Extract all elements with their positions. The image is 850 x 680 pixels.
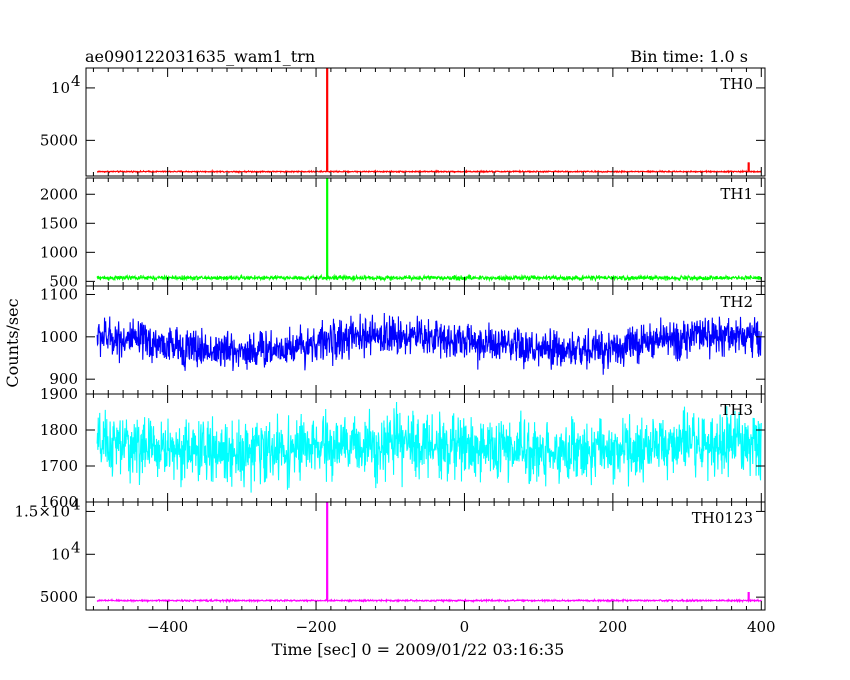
y-tick-exponent: 4 xyxy=(71,538,81,556)
x-tick-label: −400 xyxy=(147,618,188,636)
panel-th1: 500 1000 1500 2000 TH1 xyxy=(40,177,766,290)
y-tick-label: 900 xyxy=(49,370,78,388)
panel-th3: 1600 1700 1800 1900 TH3 xyxy=(40,385,766,511)
series-line-th1 xyxy=(96,177,762,283)
y-tick-label: 500 xyxy=(49,272,78,290)
series-line-th0 xyxy=(96,67,762,175)
panel-frame xyxy=(85,67,766,177)
panel-label-th0123: TH0123 xyxy=(692,509,753,527)
panel-th2: 900 1000 1100 TH2 xyxy=(40,285,766,395)
y-axis-label: Counts/sec xyxy=(3,298,22,387)
x-tick-label: −200 xyxy=(295,618,336,636)
series-line-th0123 xyxy=(96,501,762,604)
panel-frame xyxy=(85,501,766,611)
bin-time-label: Bin time: 1.0 s xyxy=(630,47,748,66)
series-line-th2 xyxy=(96,313,762,375)
y-tick-label: 1800 xyxy=(40,421,78,439)
y-tick-exponent: 4 xyxy=(71,495,81,513)
panel-label-th0: TH0 xyxy=(720,75,753,93)
y-tick-label: 1700 xyxy=(40,457,78,475)
panel-th0: 5000 10 4 TH0 xyxy=(40,67,766,177)
chart-title: ae090122031635_wam1_trn xyxy=(85,47,315,66)
y-tick-label: 1600 xyxy=(40,493,78,511)
x-tick-label: 200 xyxy=(599,618,628,636)
x-tick-label: 400 xyxy=(747,618,776,636)
y-tick-label: 5000 xyxy=(40,588,78,606)
y-tick-label: 1100 xyxy=(40,285,78,303)
series-line-th3 xyxy=(96,401,762,493)
x-tick-label: 0 xyxy=(460,618,470,636)
panel-label-th2: TH2 xyxy=(720,293,753,311)
x-axis: −400 −200 0 200 400 xyxy=(147,618,776,636)
x-axis-label: Time [sec] 0 = 2009/01/22 03:16:35 xyxy=(272,640,565,659)
y-tick-label: 1000 xyxy=(40,328,78,346)
y-tick-label: 1.5×10 xyxy=(14,502,70,520)
y-tick-label: 1900 xyxy=(40,385,78,403)
y-tick-label: 10 xyxy=(51,545,70,563)
panel-label-th1: TH1 xyxy=(720,185,753,203)
panel-frame xyxy=(85,177,766,287)
y-tick-label: 1000 xyxy=(40,243,78,261)
y-tick-label: 2000 xyxy=(40,185,78,203)
y-tick-label: 1500 xyxy=(40,214,78,232)
panel-label-th3: TH3 xyxy=(720,401,753,419)
y-tick-exponent: 4 xyxy=(71,72,81,90)
y-tick-label: 10 xyxy=(51,79,70,97)
y-tick-label: 5000 xyxy=(40,131,78,149)
